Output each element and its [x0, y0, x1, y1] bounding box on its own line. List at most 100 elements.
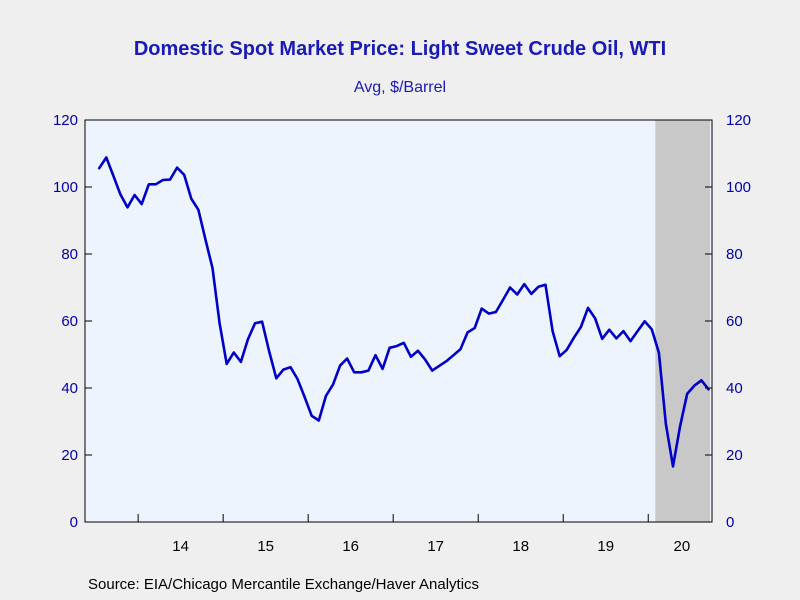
data-point	[417, 350, 419, 352]
data-point	[580, 326, 582, 328]
data-point	[573, 337, 575, 339]
data-point	[686, 392, 688, 395]
data-point	[310, 415, 313, 417]
data-point	[651, 328, 653, 331]
data-point	[438, 365, 441, 367]
data-point	[601, 338, 603, 340]
data-point	[162, 179, 164, 181]
data-point	[403, 342, 405, 344]
data-point	[473, 327, 476, 329]
data-point	[523, 283, 526, 285]
data-point	[268, 350, 271, 353]
data-point	[537, 286, 540, 288]
data-point	[211, 267, 214, 269]
data-point	[254, 322, 256, 325]
data-point	[587, 307, 589, 309]
data-point	[459, 348, 462, 350]
data-point	[218, 322, 221, 325]
data-point	[558, 355, 561, 358]
data-point	[658, 352, 660, 354]
data-point	[148, 183, 150, 186]
data-point	[679, 425, 681, 428]
y-tick-label-left: 80	[61, 246, 78, 263]
data-point	[332, 383, 334, 386]
data-point	[566, 349, 568, 351]
data-point	[495, 311, 497, 313]
data-point	[339, 364, 341, 367]
data-point	[275, 377, 278, 380]
data-point	[551, 330, 554, 332]
data-point	[98, 167, 100, 169]
data-point	[445, 360, 448, 363]
data-point	[176, 166, 178, 169]
y-tick-label-right: 100	[726, 179, 751, 196]
data-point	[594, 317, 596, 320]
data-point	[247, 338, 249, 341]
y-tick-label-right: 20	[726, 447, 743, 464]
data-point	[480, 307, 483, 310]
data-point	[516, 293, 518, 296]
data-point	[325, 395, 327, 397]
data-point	[155, 183, 157, 186]
data-point	[204, 238, 207, 241]
data-point	[225, 363, 228, 365]
y-tick-label-right: 0	[726, 514, 734, 531]
axis-layer: 0 0 20 20 40 40 60 60 80 80 100 100 120 120 14 15 16 17 18…	[53, 112, 751, 555]
data-point	[700, 379, 703, 382]
y-tick-label-left: 60	[61, 313, 78, 330]
data-point	[665, 423, 667, 426]
x-tick-label: 14	[172, 538, 189, 555]
data-point	[360, 371, 363, 374]
y-tick-label-left: 100	[53, 179, 78, 196]
data-point	[488, 312, 490, 315]
data-point	[318, 419, 320, 422]
y-tick-label-left: 120	[53, 112, 78, 129]
data-point	[119, 193, 122, 196]
x-tick-label: 17	[427, 538, 444, 555]
y-tick-label-left: 0	[70, 514, 78, 531]
data-point	[530, 293, 533, 295]
data-point	[261, 320, 263, 323]
data-point	[126, 206, 129, 209]
data-point	[608, 328, 611, 331]
data-point	[169, 178, 171, 181]
data-point	[544, 284, 547, 286]
source-note: Source: EIA/Chicago Mercantile Exchange/…	[88, 576, 480, 593]
y-tick-label-right: 40	[726, 380, 743, 397]
data-point	[197, 209, 200, 211]
recession-shading	[655, 120, 710, 522]
data-point	[424, 358, 426, 361]
data-point	[105, 156, 108, 159]
data-point	[140, 203, 143, 205]
data-point	[693, 384, 696, 387]
data-point	[183, 174, 185, 176]
data-point	[289, 366, 292, 369]
data-point	[353, 371, 356, 374]
chart-subtitle: Avg, $/Barrel	[353, 79, 447, 96]
data-point	[190, 197, 193, 200]
data-point	[707, 388, 710, 391]
data-point	[282, 368, 285, 371]
y-tick-label-right: 120	[726, 112, 751, 129]
y-tick-label-right: 60	[726, 313, 743, 330]
data-point	[502, 299, 504, 301]
data-point	[622, 330, 625, 332]
data-point	[112, 174, 115, 177]
y-tick-label-left: 40	[61, 380, 78, 397]
data-point	[643, 320, 646, 323]
data-point	[636, 330, 639, 332]
x-tick-label: 18	[512, 538, 529, 555]
data-point	[133, 194, 136, 196]
y-tick-label-left: 20	[61, 447, 78, 464]
data-point	[615, 337, 618, 340]
x-tick-label: 20	[674, 538, 691, 555]
series-layer	[97, 156, 710, 468]
x-tick-label: 19	[597, 538, 614, 555]
data-point	[240, 361, 242, 363]
shade-layer	[85, 120, 712, 522]
data-point	[452, 354, 455, 357]
data-point	[395, 345, 398, 347]
data-point	[303, 396, 306, 398]
data-point	[381, 368, 384, 370]
